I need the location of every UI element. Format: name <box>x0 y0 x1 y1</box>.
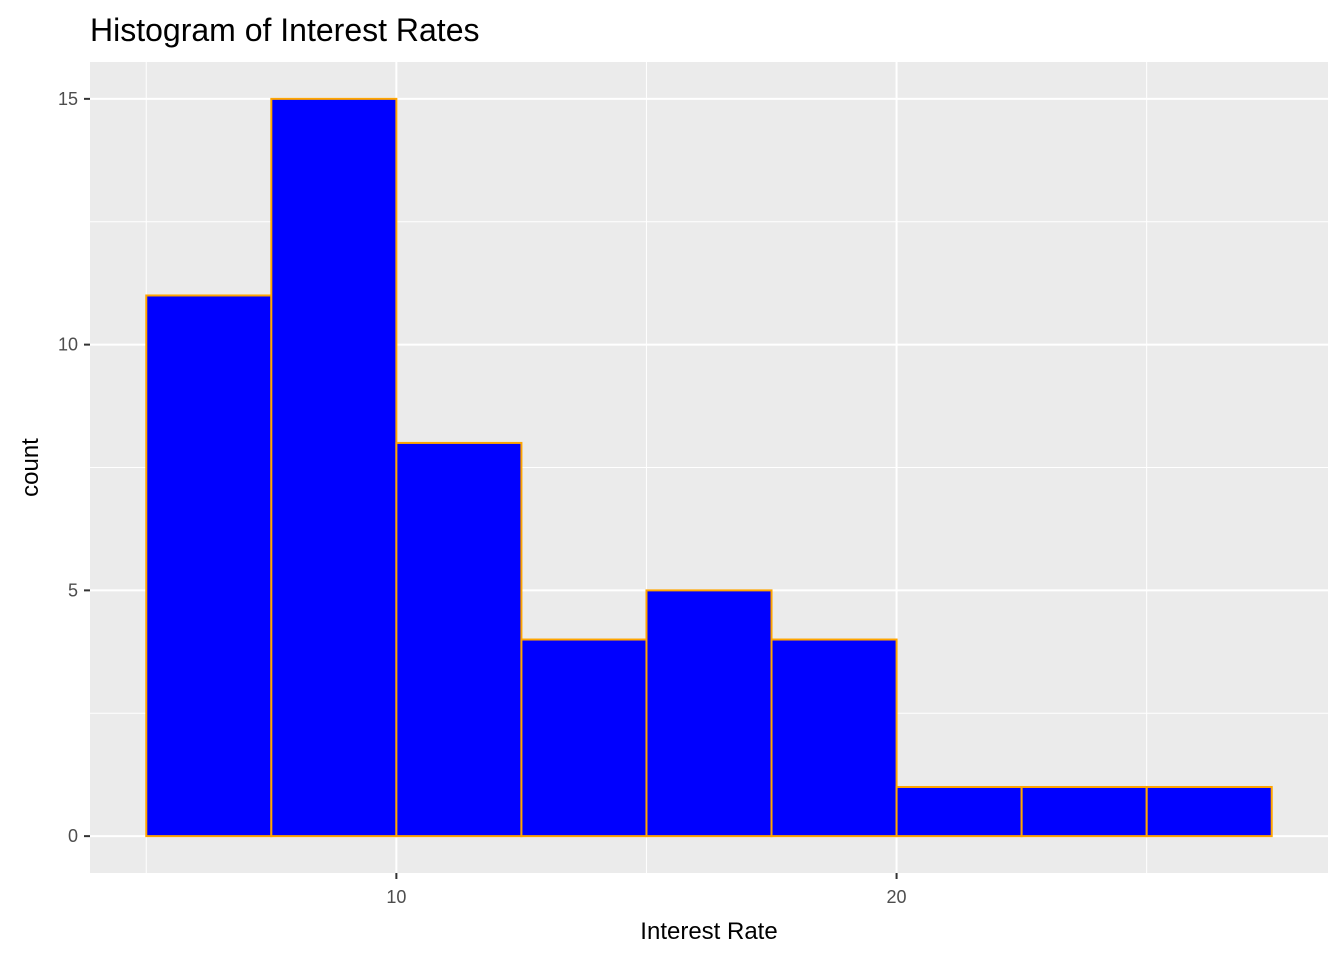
y-tick-label: 15 <box>58 89 78 109</box>
x-axis: 10 20 <box>386 873 907 907</box>
histogram-bar <box>645 589 773 838</box>
x-tick-label: 10 <box>386 887 406 907</box>
y-tick-label: 10 <box>58 335 78 355</box>
histogram-bars <box>145 97 1273 838</box>
histogram-bar <box>395 441 523 838</box>
y-axis-title: count <box>17 438 44 497</box>
histogram-bar <box>145 294 273 838</box>
histogram-bar <box>1020 785 1148 838</box>
histogram-bar <box>1145 785 1273 838</box>
histogram-bar <box>770 638 898 838</box>
histogram-bar <box>520 638 648 838</box>
histogram-bar <box>895 785 1023 838</box>
histogram-bar <box>270 97 398 838</box>
x-axis-title: Interest Rate <box>640 918 777 945</box>
y-tick-label: 5 <box>68 580 78 600</box>
y-tick-label: 0 <box>68 826 78 846</box>
x-tick-label: 20 <box>887 887 907 907</box>
chart-title: Histogram of Interest Rates <box>90 12 480 48</box>
y-axis: 0 5 10 15 <box>58 89 90 846</box>
